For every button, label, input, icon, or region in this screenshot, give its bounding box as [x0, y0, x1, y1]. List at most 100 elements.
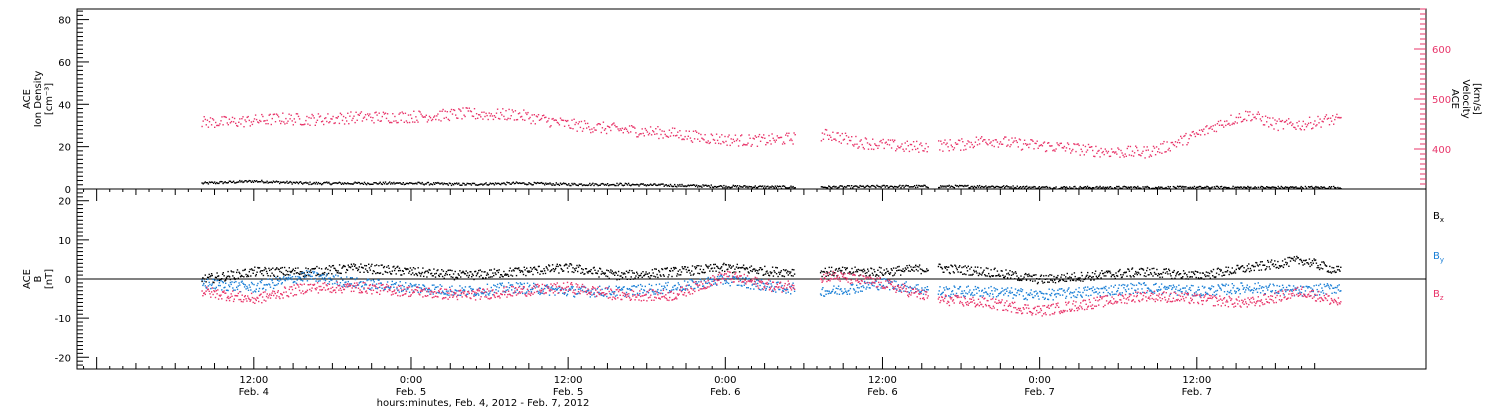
bx-series-point — [743, 265, 744, 266]
velocity-series-point — [1077, 143, 1078, 144]
bx-series-point — [210, 275, 211, 276]
bx-series-point — [1034, 274, 1035, 275]
density-series-point — [453, 184, 454, 185]
bx-series-point — [222, 274, 223, 275]
velocity-series-point — [1175, 141, 1176, 142]
velocity-series-point — [891, 147, 892, 148]
velocity-series-point — [583, 128, 584, 129]
bx-series-point — [645, 271, 646, 272]
by-series-point — [437, 286, 438, 287]
by-series-point — [864, 281, 865, 282]
velocity-series-point — [688, 136, 689, 137]
density-series-point — [544, 184, 545, 185]
by-series-point — [938, 294, 939, 295]
bx-series-point — [433, 268, 434, 269]
velocity-series-point — [678, 137, 679, 138]
by-series-point — [1112, 294, 1113, 295]
velocity-series-point — [381, 120, 382, 121]
bx-series-point — [1222, 272, 1223, 273]
velocity-series-point — [244, 119, 245, 120]
by-series-point — [218, 285, 219, 286]
bx-series-point — [254, 267, 255, 268]
bx-series-point — [726, 264, 727, 265]
x-tick-label-time: 12:00 — [868, 375, 897, 386]
velocity-series-point — [939, 149, 940, 150]
bx-series-point — [274, 276, 275, 277]
velocity-series-point — [361, 111, 362, 112]
bx-series-point — [1194, 274, 1195, 275]
bx-series-point — [262, 270, 263, 271]
velocity-series-point — [1226, 120, 1227, 121]
velocity-series-point — [978, 139, 979, 140]
velocity-series-point — [975, 142, 976, 143]
bx-series-point — [653, 272, 654, 273]
density-series-point — [914, 185, 915, 186]
bx-series-point — [1088, 277, 1089, 278]
by-series-point — [1122, 284, 1123, 285]
bx-series-point — [1145, 276, 1146, 277]
velocity-series-point — [589, 129, 590, 130]
bx-series-point — [1306, 259, 1307, 260]
bx-series-point — [526, 268, 527, 269]
by-series-point — [755, 286, 756, 287]
by-series-point — [572, 286, 573, 287]
velocity-series-point — [1025, 143, 1026, 144]
bx-series-point — [281, 272, 282, 273]
velocity-series-point — [1207, 133, 1208, 134]
velocity-series-point — [1309, 117, 1310, 118]
by-series-point — [667, 285, 668, 286]
by-series-point — [451, 286, 452, 287]
velocity-series-point — [734, 141, 735, 142]
density-series-point — [1050, 188, 1051, 189]
by-series-point — [1086, 295, 1087, 296]
by-series-point — [590, 296, 591, 297]
bx-series-point — [609, 271, 610, 272]
bx-series-point — [454, 279, 455, 280]
bx-series-point — [466, 275, 467, 276]
by-series-point — [539, 294, 540, 295]
by-series-point — [631, 286, 632, 287]
velocity-series-point — [1003, 138, 1004, 139]
density-series-point — [969, 187, 970, 188]
bx-series-point — [1018, 277, 1019, 278]
bx-series-point — [493, 275, 494, 276]
density-series-point — [382, 184, 383, 185]
bx-series-point — [704, 272, 705, 273]
bx-series-point — [958, 267, 959, 268]
velocity-series-point — [1007, 144, 1008, 145]
by-series-point — [538, 293, 539, 294]
bx-series-point — [233, 271, 234, 272]
by-series-point — [509, 287, 510, 288]
bx-series-point — [484, 271, 485, 272]
velocity-series-point — [846, 135, 847, 136]
by-series-point — [966, 286, 967, 287]
bx-series-point — [1042, 282, 1043, 283]
bx-series-point — [563, 270, 564, 271]
bx-series-point — [505, 273, 506, 274]
by-series-point — [775, 291, 776, 292]
bottom-left-axis-label: ACE — [22, 269, 33, 289]
by-series-point — [840, 288, 841, 289]
velocity-series-point — [578, 123, 579, 124]
by-series-point — [245, 284, 246, 285]
by-series-point — [691, 279, 692, 280]
by-series-point — [351, 283, 352, 284]
bx-series-point — [1039, 278, 1040, 279]
bx-series-point — [428, 272, 429, 273]
density-series-point — [1303, 188, 1304, 189]
by-series-point — [1069, 293, 1070, 294]
density-series-point — [1170, 186, 1171, 187]
by-series-point — [954, 285, 955, 286]
bx-series-point — [307, 272, 308, 273]
by-series-point — [540, 293, 541, 294]
velocity-series-point — [1136, 147, 1137, 148]
bx-series-point — [1082, 275, 1083, 276]
bx-series-point — [360, 263, 361, 264]
density-series-point — [578, 185, 579, 186]
by-series-point — [1067, 290, 1068, 291]
bx-series-point — [975, 266, 976, 267]
by-series-point — [1064, 290, 1065, 291]
velocity-series-point — [1303, 121, 1304, 122]
bx-series-point — [531, 271, 532, 272]
by-series-point — [734, 276, 735, 277]
